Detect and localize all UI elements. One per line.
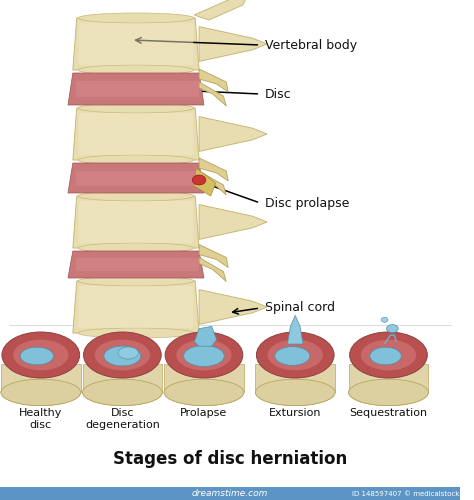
- FancyBboxPatch shape: [79, 286, 193, 328]
- Ellipse shape: [176, 340, 232, 370]
- Polygon shape: [73, 108, 199, 160]
- Polygon shape: [194, 326, 217, 346]
- Bar: [0, 487, 460, 500]
- Text: Stages of disc herniation: Stages of disc herniation: [113, 450, 347, 468]
- Ellipse shape: [349, 379, 428, 406]
- Text: ID 148597407 © medicalstocks: ID 148597407 © medicalstocks: [352, 491, 464, 497]
- Polygon shape: [349, 364, 428, 392]
- Text: Disc prolapse: Disc prolapse: [265, 196, 349, 209]
- Ellipse shape: [78, 243, 194, 253]
- Polygon shape: [199, 258, 226, 281]
- Polygon shape: [199, 171, 226, 195]
- Ellipse shape: [381, 318, 388, 322]
- Polygon shape: [199, 204, 267, 240]
- Polygon shape: [199, 158, 228, 181]
- Polygon shape: [73, 281, 199, 333]
- Ellipse shape: [78, 276, 194, 286]
- Polygon shape: [287, 316, 303, 344]
- Text: Vertebral body: Vertebral body: [265, 38, 357, 52]
- Ellipse shape: [1, 379, 81, 406]
- Polygon shape: [199, 244, 228, 268]
- Polygon shape: [194, 0, 247, 20]
- Ellipse shape: [20, 347, 54, 365]
- Ellipse shape: [361, 340, 416, 370]
- Text: Sequestration: Sequestration: [349, 408, 428, 418]
- Text: Disc
degeneration: Disc degeneration: [85, 408, 160, 430]
- Text: Prolapse: Prolapse: [180, 408, 228, 418]
- Text: Healthy
disc: Healthy disc: [19, 408, 63, 430]
- FancyBboxPatch shape: [79, 201, 193, 243]
- Polygon shape: [68, 251, 204, 278]
- Polygon shape: [73, 196, 199, 248]
- Ellipse shape: [82, 379, 162, 406]
- Ellipse shape: [183, 346, 224, 366]
- Ellipse shape: [386, 324, 398, 332]
- Ellipse shape: [164, 379, 244, 406]
- Polygon shape: [73, 18, 199, 70]
- FancyBboxPatch shape: [79, 23, 193, 65]
- Ellipse shape: [2, 332, 80, 378]
- Polygon shape: [199, 69, 228, 92]
- Bar: [76, 81, 199, 97]
- Ellipse shape: [275, 346, 310, 366]
- Ellipse shape: [349, 379, 428, 406]
- Ellipse shape: [256, 332, 334, 378]
- Ellipse shape: [78, 65, 194, 75]
- Ellipse shape: [95, 340, 150, 370]
- Ellipse shape: [165, 332, 243, 378]
- Bar: [76, 170, 199, 186]
- Ellipse shape: [192, 175, 206, 185]
- Ellipse shape: [255, 379, 335, 406]
- Text: Extursion: Extursion: [269, 408, 321, 418]
- Ellipse shape: [255, 379, 335, 406]
- Polygon shape: [82, 364, 162, 392]
- Ellipse shape: [83, 332, 161, 378]
- Ellipse shape: [104, 346, 141, 366]
- Ellipse shape: [82, 379, 162, 406]
- Polygon shape: [255, 364, 335, 392]
- Polygon shape: [1, 364, 81, 392]
- Text: Spinal cord: Spinal cord: [265, 302, 335, 314]
- Ellipse shape: [13, 340, 68, 370]
- Ellipse shape: [78, 155, 194, 165]
- Ellipse shape: [1, 379, 81, 406]
- Ellipse shape: [78, 13, 194, 23]
- Polygon shape: [68, 73, 204, 105]
- Polygon shape: [68, 163, 204, 193]
- Text: dreamstime.com: dreamstime.com: [192, 490, 268, 498]
- Polygon shape: [199, 26, 267, 62]
- Ellipse shape: [370, 347, 401, 365]
- Polygon shape: [199, 290, 267, 324]
- Polygon shape: [199, 116, 267, 152]
- Bar: [76, 258, 199, 271]
- Polygon shape: [164, 364, 244, 392]
- Ellipse shape: [118, 347, 138, 359]
- Polygon shape: [194, 168, 216, 196]
- Ellipse shape: [78, 191, 194, 201]
- Ellipse shape: [350, 332, 428, 378]
- FancyBboxPatch shape: [79, 113, 193, 155]
- Ellipse shape: [164, 379, 244, 406]
- Ellipse shape: [267, 340, 323, 370]
- Ellipse shape: [78, 103, 194, 113]
- Text: Disc: Disc: [265, 88, 292, 101]
- Polygon shape: [199, 82, 226, 106]
- Ellipse shape: [78, 328, 194, 338]
